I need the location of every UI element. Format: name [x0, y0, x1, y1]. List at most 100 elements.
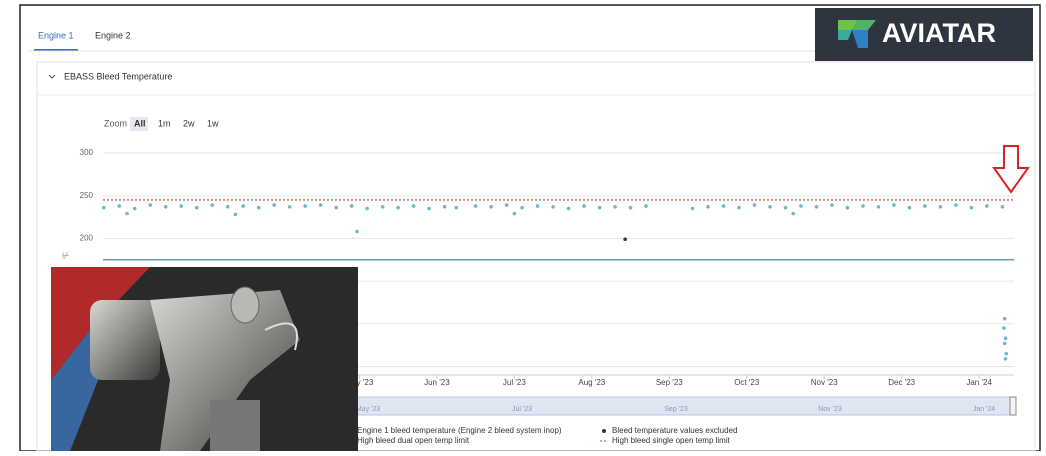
- y-tick-label: 250: [80, 191, 94, 200]
- tab[interactable]: Engine 1: [38, 30, 74, 40]
- data-point: [241, 204, 245, 208]
- data-point: [567, 207, 571, 211]
- data-point: [319, 203, 323, 207]
- data-point: [133, 207, 137, 211]
- data-point: [623, 237, 627, 241]
- data-point: [598, 206, 602, 210]
- data-point: [427, 207, 431, 211]
- data-point: [234, 213, 238, 217]
- data-point: [443, 205, 447, 209]
- data-point: [846, 206, 850, 210]
- data-point: [706, 205, 710, 209]
- data-point: [474, 204, 478, 208]
- data-point: [164, 205, 168, 209]
- data-point: [365, 207, 369, 211]
- data-point: [1004, 336, 1008, 340]
- data-point: [892, 203, 896, 207]
- data-point: [1003, 317, 1007, 321]
- data-point: [830, 203, 834, 207]
- data-point: [1002, 326, 1006, 330]
- y-tick-label: 300: [80, 148, 94, 157]
- data-point: [737, 206, 741, 210]
- data-point: [513, 212, 517, 216]
- x-tick-label: Nov '23: [811, 378, 838, 387]
- data-point: [954, 203, 958, 207]
- axis-icon: ⊬: [62, 250, 70, 260]
- photo-cylinder: [90, 300, 160, 380]
- data-point: [412, 204, 416, 208]
- panel-title: EBASS Bleed Temperature: [64, 71, 172, 81]
- data-point: [454, 206, 458, 210]
- zoom-option[interactable]: All: [134, 118, 146, 128]
- data-point: [768, 205, 772, 209]
- photo-block: [210, 400, 260, 451]
- data-point: [722, 204, 726, 208]
- data-point: [125, 212, 129, 216]
- data-point: [1004, 357, 1008, 361]
- data-point: [908, 206, 912, 210]
- data-point: [551, 205, 555, 209]
- tab[interactable]: Engine 2: [95, 30, 131, 40]
- logo-text: AVIATAR: [882, 18, 996, 48]
- data-point: [396, 206, 400, 210]
- x-tick-label: Jul '23: [503, 378, 526, 387]
- data-point: [505, 203, 509, 207]
- data-point: [520, 206, 524, 210]
- navigator-label: Jul '23: [512, 406, 532, 413]
- x-tick-label: Sep '23: [656, 378, 683, 387]
- data-point: [489, 205, 493, 209]
- data-point: [923, 204, 927, 208]
- data-point: [334, 206, 338, 210]
- data-point: [815, 205, 819, 209]
- x-tick-label: Aug '23: [578, 378, 605, 387]
- y-tick-label: 200: [80, 233, 94, 242]
- data-point: [148, 203, 152, 207]
- data-point: [117, 204, 121, 208]
- data-point: [381, 205, 385, 209]
- data-point: [784, 206, 788, 210]
- x-tick-label: Dec '23: [888, 378, 915, 387]
- navigator-label: Sep '23: [664, 406, 688, 413]
- x-tick-label: Oct '23: [734, 378, 760, 387]
- x-tick-label: Jan '24: [966, 378, 992, 387]
- zoom-option[interactable]: 2w: [183, 118, 195, 128]
- legend-label: Engine 1 bleed temperature (Engine 2 ble…: [357, 426, 562, 435]
- data-point: [350, 204, 354, 208]
- navigator-label: Jan '24: [973, 406, 995, 413]
- data-point: [195, 206, 199, 210]
- legend-symbol: [602, 429, 606, 433]
- data-point: [303, 204, 307, 208]
- data-point: [1004, 352, 1008, 356]
- zoom-option[interactable]: 1w: [207, 118, 219, 128]
- data-point: [985, 204, 989, 208]
- data-point: [799, 204, 803, 208]
- data-point: [939, 205, 943, 209]
- data-point: [1003, 342, 1007, 346]
- navigator-label: May '23: [356, 406, 380, 413]
- data-point: [644, 204, 648, 208]
- data-point: [753, 203, 757, 207]
- data-point: [791, 212, 795, 216]
- data-point: [691, 207, 695, 211]
- navigator-label: Nov '23: [818, 406, 842, 413]
- photo-fitting: [231, 287, 259, 323]
- data-point: [582, 204, 586, 208]
- data-point: [970, 206, 974, 210]
- data-point: [355, 230, 359, 234]
- navigator-handle[interactable]: [1010, 397, 1016, 415]
- data-point: [257, 206, 261, 210]
- data-point: [629, 206, 633, 210]
- photo: [51, 267, 358, 451]
- data-point: [288, 205, 292, 209]
- data-point: [877, 205, 881, 209]
- legend-label: High bleed single open temp limit: [612, 436, 731, 445]
- x-tick-label: Jun '23: [424, 378, 450, 387]
- data-point: [210, 203, 214, 207]
- legend-label: High bleed dual open temp limit: [357, 436, 470, 445]
- legend-label: Bleed temperature values excluded: [612, 426, 737, 435]
- data-point: [613, 205, 617, 209]
- data-point: [226, 205, 230, 209]
- data-point: [179, 204, 183, 208]
- zoom-option[interactable]: 1m: [158, 118, 171, 128]
- zoom-label: Zoom: [104, 118, 127, 128]
